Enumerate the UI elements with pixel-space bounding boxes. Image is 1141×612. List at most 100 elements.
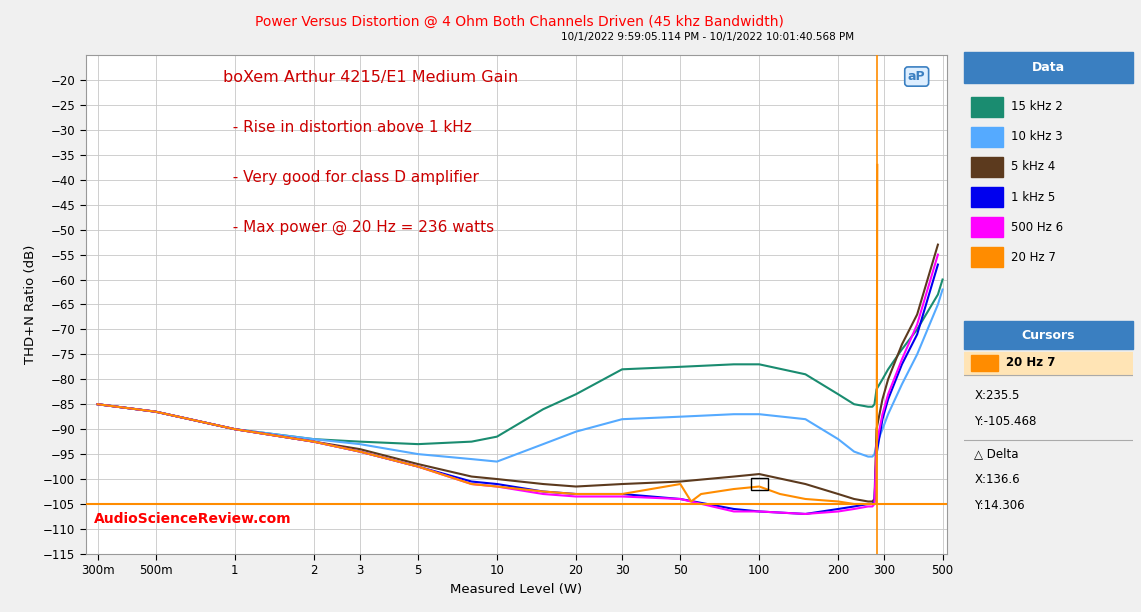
10 kHz 3 xyxy=(867,450,881,458)
10 kHz 3 xyxy=(411,450,424,458)
Text: 500 Hz 6: 500 Hz 6 xyxy=(1011,221,1063,234)
500 Hz 6 xyxy=(615,493,629,500)
20 Hz 7 xyxy=(774,490,787,498)
10 kHz 3 xyxy=(91,401,105,408)
1 kHz 5 xyxy=(895,360,908,368)
Text: aP: aP xyxy=(908,70,925,83)
Text: △ Delta: △ Delta xyxy=(974,447,1019,460)
1 kHz 5 xyxy=(569,490,583,498)
10 kHz 3 xyxy=(464,455,478,463)
Text: 1 kHz 5: 1 kHz 5 xyxy=(1011,190,1055,204)
500 Hz 6 xyxy=(866,503,880,510)
20 Hz 7 xyxy=(832,498,845,505)
10 kHz 3 xyxy=(491,458,504,465)
15 kHz 2 xyxy=(307,436,321,443)
5 kHz 4 xyxy=(875,395,889,403)
Text: Power Versus Distortion @ 4 Ohm Both Channels Driven (45 khz Bandwidth): Power Versus Distortion @ 4 Ohm Both Cha… xyxy=(254,15,784,29)
1 kHz 5 xyxy=(673,495,687,502)
5 kHz 4 xyxy=(464,473,478,480)
5 kHz 4 xyxy=(866,498,880,505)
5 kHz 4 xyxy=(931,241,945,248)
15 kHz 2 xyxy=(752,360,766,368)
15 kHz 2 xyxy=(615,365,629,373)
FancyBboxPatch shape xyxy=(964,52,1133,83)
10 kHz 3 xyxy=(727,411,741,418)
5 kHz 4 xyxy=(149,408,163,416)
500 Hz 6 xyxy=(228,425,242,433)
1 kHz 5 xyxy=(727,506,741,513)
500 Hz 6 xyxy=(867,501,881,508)
1 kHz 5 xyxy=(752,508,766,515)
15 kHz 2 xyxy=(464,438,478,446)
15 kHz 2 xyxy=(491,433,504,440)
500 Hz 6 xyxy=(491,483,504,490)
5 kHz 4 xyxy=(411,460,424,468)
15 kHz 2 xyxy=(866,403,880,411)
15 kHz 2 xyxy=(936,276,949,283)
10 kHz 3 xyxy=(848,448,861,455)
Text: 10/1/2022 9:59:05.114 PM - 10/1/2022 10:01:40.568 PM: 10/1/2022 9:59:05.114 PM - 10/1/2022 10:… xyxy=(561,32,853,42)
15 kHz 2 xyxy=(228,425,242,433)
20 Hz 7 xyxy=(228,425,242,433)
500 Hz 6 xyxy=(895,356,908,363)
Line: 20 Hz 7: 20 Hz 7 xyxy=(98,165,877,504)
1 kHz 5 xyxy=(353,448,366,455)
500 Hz 6 xyxy=(869,441,883,448)
10 kHz 3 xyxy=(861,453,875,460)
15 kHz 2 xyxy=(911,326,924,333)
1 kHz 5 xyxy=(307,438,321,446)
Text: 20 Hz 7: 20 Hz 7 xyxy=(1011,251,1057,264)
Text: Y:-105.468: Y:-105.468 xyxy=(974,415,1037,428)
10 kHz 3 xyxy=(752,411,766,418)
500 Hz 6 xyxy=(149,408,163,416)
20 Hz 7 xyxy=(569,490,583,498)
Bar xyxy=(971,157,1003,177)
500 Hz 6 xyxy=(875,411,889,418)
1 kHz 5 xyxy=(799,510,812,518)
10 kHz 3 xyxy=(799,416,812,423)
5 kHz 4 xyxy=(673,478,687,485)
10 kHz 3 xyxy=(673,413,687,420)
500 Hz 6 xyxy=(861,503,875,510)
1 kHz 5 xyxy=(866,501,880,508)
10 kHz 3 xyxy=(931,301,945,308)
X-axis label: Measured Level (W): Measured Level (W) xyxy=(451,583,582,596)
5 kHz 4 xyxy=(911,311,924,318)
500 Hz 6 xyxy=(752,508,766,515)
15 kHz 2 xyxy=(536,406,550,413)
Text: - Max power @ 20 Hz = 236 watts: - Max power @ 20 Hz = 236 watts xyxy=(224,220,494,235)
Bar xyxy=(971,97,1003,117)
20 Hz 7 xyxy=(149,408,163,416)
10 kHz 3 xyxy=(569,428,583,435)
Text: Y:14.306: Y:14.306 xyxy=(974,499,1025,512)
10 kHz 3 xyxy=(353,441,366,448)
500 Hz 6 xyxy=(673,495,687,502)
Text: X:235.5: X:235.5 xyxy=(974,389,1020,402)
500 Hz 6 xyxy=(799,510,812,518)
1 kHz 5 xyxy=(91,401,105,408)
20 Hz 7 xyxy=(866,501,880,508)
Line: 500 Hz 6: 500 Hz 6 xyxy=(98,255,938,514)
Bar xyxy=(971,356,998,371)
20 Hz 7 xyxy=(673,480,687,488)
5 kHz 4 xyxy=(307,438,321,446)
10 kHz 3 xyxy=(615,416,629,423)
10 kHz 3 xyxy=(228,425,242,433)
1 kHz 5 xyxy=(491,480,504,488)
5 kHz 4 xyxy=(861,498,875,505)
500 Hz 6 xyxy=(536,490,550,498)
500 Hz 6 xyxy=(832,508,845,515)
Text: - Rise in distortion above 1 kHz: - Rise in distortion above 1 kHz xyxy=(224,120,472,135)
5 kHz 4 xyxy=(832,490,845,498)
Line: 1 kHz 5: 1 kHz 5 xyxy=(98,264,938,514)
Bar xyxy=(971,217,1003,237)
10 kHz 3 xyxy=(832,436,845,443)
500 Hz 6 xyxy=(848,506,861,513)
Bar xyxy=(971,247,1003,267)
5 kHz 4 xyxy=(536,480,550,488)
20 Hz 7 xyxy=(869,501,883,508)
20 Hz 7 xyxy=(861,501,875,508)
1 kHz 5 xyxy=(861,501,875,508)
20 Hz 7 xyxy=(411,463,424,470)
Y-axis label: THD+N Ratio (dB): THD+N Ratio (dB) xyxy=(24,245,38,364)
